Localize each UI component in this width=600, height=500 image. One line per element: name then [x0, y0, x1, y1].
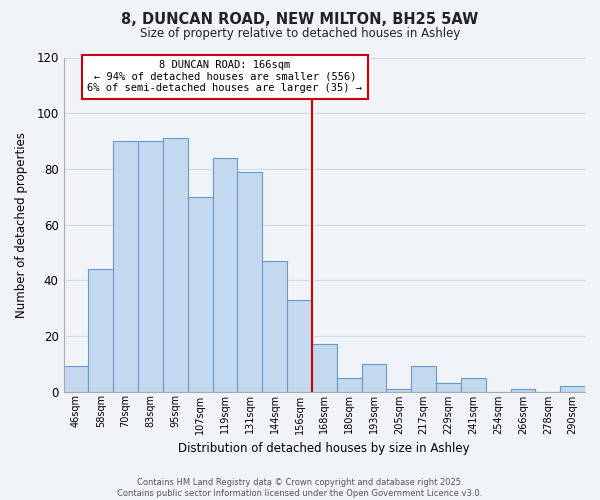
Y-axis label: Number of detached properties: Number of detached properties: [15, 132, 28, 318]
Bar: [436, 383, 461, 392]
Bar: [188, 196, 212, 392]
Text: 8, DUNCAN ROAD, NEW MILTON, BH25 5AW: 8, DUNCAN ROAD, NEW MILTON, BH25 5AW: [121, 12, 479, 28]
Bar: [238, 172, 262, 392]
Bar: [287, 300, 312, 392]
Text: Size of property relative to detached houses in Ashley: Size of property relative to detached ho…: [140, 28, 460, 40]
Bar: [511, 388, 535, 392]
Text: 8 DUNCAN ROAD: 166sqm
← 94% of detached houses are smaller (556)
6% of semi-deta: 8 DUNCAN ROAD: 166sqm ← 94% of detached …: [88, 60, 362, 94]
Bar: [138, 141, 163, 392]
Bar: [362, 364, 386, 392]
X-axis label: Distribution of detached houses by size in Ashley: Distribution of detached houses by size …: [178, 442, 470, 455]
Bar: [163, 138, 188, 392]
Bar: [64, 366, 88, 392]
Bar: [88, 269, 113, 392]
Bar: [212, 158, 238, 392]
Bar: [411, 366, 436, 392]
Bar: [461, 378, 485, 392]
Bar: [113, 141, 138, 392]
Bar: [337, 378, 362, 392]
Bar: [312, 344, 337, 392]
Bar: [386, 388, 411, 392]
Bar: [560, 386, 585, 392]
Text: Contains HM Land Registry data © Crown copyright and database right 2025.
Contai: Contains HM Land Registry data © Crown c…: [118, 478, 482, 498]
Bar: [262, 260, 287, 392]
